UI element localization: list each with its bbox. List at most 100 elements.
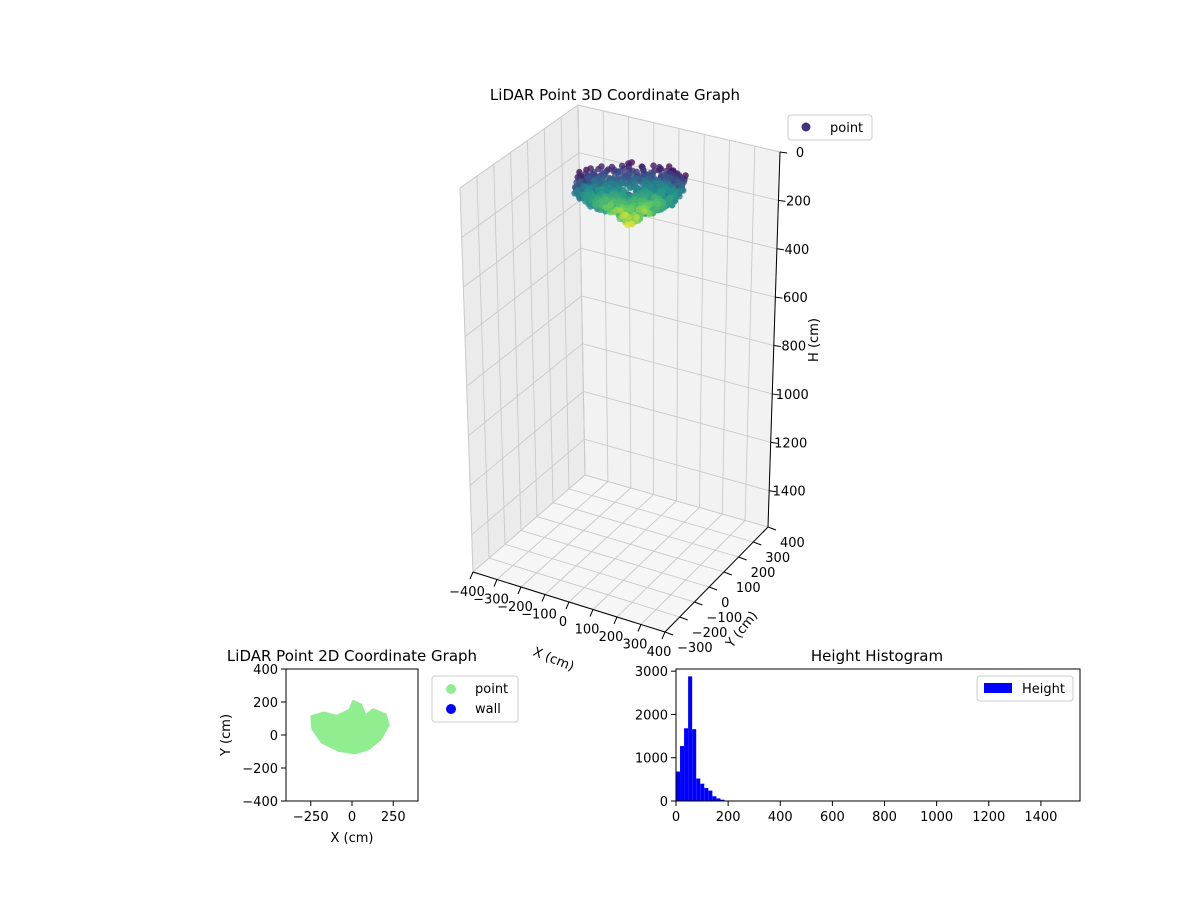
y-tick-mark: [679, 616, 688, 621]
y-tick-mark: [694, 601, 703, 606]
histogram-bar: [720, 799, 725, 801]
ticks-histogram: 0 200 400 600 800 1000 1200 1400 0 1000 2000 3000: [635, 665, 1058, 825]
y-gridline: [510, 152, 710, 588]
y-tick-label-2d: 0: [270, 729, 278, 744]
z-tick-mark: [773, 345, 781, 348]
z-axis-label-3d: H (cm): [807, 318, 822, 362]
scatter-point-3d: [598, 186, 606, 193]
y-tick-label: 400: [780, 536, 805, 551]
x-tick-mark: [661, 631, 666, 640]
y-tick-label: −100: [706, 611, 742, 626]
scatter-point-3d: [624, 221, 631, 228]
histogram-bar: [704, 788, 709, 801]
scatter-point-3d: [654, 200, 661, 208]
x-tick-label: 100: [575, 623, 600, 638]
scatter-point-3d: [646, 183, 654, 190]
z-tick-mark: [775, 296, 783, 299]
axes-frame-histogram: [675, 668, 1081, 802]
y-tick-label-hist: 0: [660, 795, 668, 810]
x-tick-label-hist: 200: [716, 810, 741, 825]
x-tick-label: −400: [449, 585, 485, 600]
legend-frame-3d: [787, 114, 873, 141]
z-tick-mark: [776, 248, 784, 251]
z-tick-mark: [769, 490, 777, 493]
histogram-bar: [696, 778, 701, 801]
scatter-point-3d: [617, 207, 624, 214]
x-tick-label: 200: [599, 630, 624, 645]
legend-histogram: Height: [976, 675, 1074, 702]
z-tick-mark: [778, 199, 786, 202]
z-tick-label: 600: [783, 291, 808, 306]
histogram-bar: [684, 728, 689, 801]
y-tick-label-2d: −200: [242, 762, 278, 777]
z-tick-mark: [770, 441, 778, 444]
histogram-bar: [708, 790, 713, 801]
x-tick-label: −300: [473, 593, 509, 608]
x-tick-label-hist: 1000: [920, 810, 953, 825]
y-tick-mark: [708, 586, 718, 591]
y-tick-label-2d: 400: [253, 663, 278, 678]
y-gridline: [577, 104, 769, 528]
plot-2d: LiDAR Point 2D Coordinate Graph −250 0 250…: [219, 647, 519, 846]
scatter-point-3d: [603, 204, 610, 211]
x-tick-mark: [517, 586, 522, 595]
x-axis-label-2d: X (cm): [331, 831, 374, 846]
x-tick-mark: [613, 616, 618, 625]
z-tick-mark: [779, 151, 788, 154]
y-gridline: [476, 176, 680, 618]
z-tick-label: 1400: [773, 485, 806, 500]
scatter-point-3d: [633, 184, 640, 191]
legend-label-height: Height: [1022, 682, 1065, 697]
scatter-point-3d: [641, 208, 648, 215]
scatter-point-3d: [653, 206, 661, 213]
legend-frame-histogram: [976, 675, 1074, 702]
scatter-point-3d: [660, 189, 667, 196]
x-tick-mark: [469, 571, 474, 580]
y-tick-label-hist: 2000: [635, 708, 668, 723]
y-gridline: [543, 128, 739, 558]
y-tick-label: 300: [765, 551, 790, 566]
histogram-bar: [712, 796, 717, 801]
y-tick-mark: [664, 631, 674, 636]
scatter-region-point: [310, 700, 390, 755]
scatter-point-3d: [615, 172, 622, 179]
legend-3d: point: [787, 114, 873, 141]
y-tick-label-2d: 200: [253, 696, 278, 711]
z-tick-label: 400: [784, 243, 809, 258]
y-tick-label-2d: −400: [242, 795, 278, 810]
scatter-point-3d: [633, 214, 640, 221]
scatter-point-3d: [584, 175, 591, 182]
histogram-bar: [692, 729, 697, 801]
ticks-3d: 0200400600800100012001400−400−300−200−10…: [449, 146, 811, 660]
x-tick-label-2d: 250: [381, 810, 406, 825]
legend-swatch-height: [984, 683, 1012, 693]
scatter-point-3d: [574, 189, 581, 196]
x-tick-label: −200: [497, 600, 533, 615]
z-tick-label: 1200: [774, 436, 807, 451]
x-tick-label-hist: 0: [672, 810, 680, 825]
ticks-2d: −250 0 250 −400 −200 0 200 400: [242, 663, 405, 825]
histogram-bar: [688, 676, 693, 801]
histogram-bar: [676, 771, 681, 801]
y-tick-mark: [723, 571, 733, 576]
plot-3d: 0200400600800100012001400−400−300−200−10…: [449, 86, 873, 675]
legend-label-point-2d: point: [475, 682, 508, 697]
x-tick-label: 300: [623, 638, 648, 653]
y-axis-line-3d: [664, 526, 769, 633]
z-tick-label: 0: [796, 146, 804, 161]
x-tick-label-2d: −250: [293, 810, 329, 825]
scatter-point-3d: [607, 180, 615, 187]
legend-marker-point-2d: [446, 684, 456, 694]
y-tick-label: 200: [751, 566, 776, 581]
y-tick-label: 0: [721, 596, 729, 611]
z-tick-label: 200: [786, 194, 811, 209]
y-axis-label-2d: Y (cm): [219, 714, 234, 757]
x-tick-mark: [637, 624, 642, 632]
y-tick-mark: [738, 556, 747, 561]
x-tick-label-2d: 0: [348, 810, 356, 825]
histogram-bar: [716, 798, 721, 801]
z-tick-label: 800: [781, 340, 806, 355]
scatter-point-3d: [666, 194, 673, 202]
scatter-point-3d: [650, 162, 657, 169]
